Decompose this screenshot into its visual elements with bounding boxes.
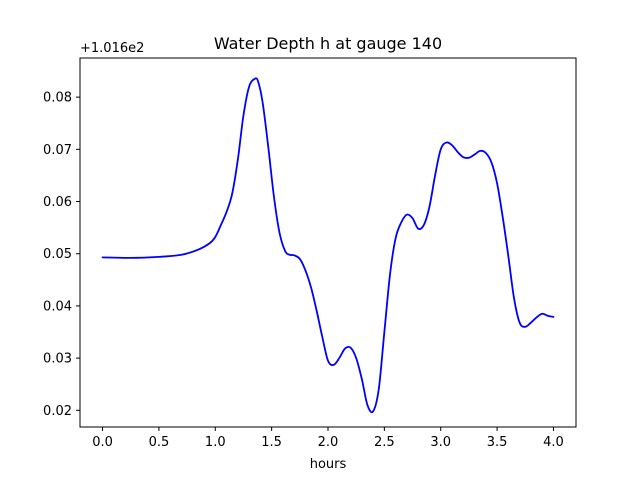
y-tick-label: 0.04 [43,299,72,314]
plot-frame [79,57,577,428]
x-tick-label: 1.5 [261,435,282,450]
y-tick-label: 0.03 [43,352,72,367]
series-line [101,77,555,414]
x-tick-label: 4.0 [543,435,564,450]
y-tick-label: 0.05 [43,247,72,262]
x-tick-label: 2.0 [318,435,339,450]
x-axis-label: hours [310,457,347,472]
x-tick-label: 3.0 [430,435,451,450]
y-tick-label: 0.06 [43,195,72,210]
y-offset-label: +1.016e2 [80,41,144,56]
x-tick-label: 0.5 [149,435,170,450]
y-axis-ticks: 0.02 0.03 0.04 0.05 0.06 0.07 0.08 [43,91,80,419]
chart-title: Water Depth h at gauge 140 [214,34,442,53]
y-tick-label: 0.02 [43,404,72,419]
x-tick-label: 1.0 [205,435,226,450]
y-tick-label: 0.08 [43,91,72,106]
x-tick-label: 3.5 [487,435,508,450]
x-axis-ticks: 0.0 0.5 1.0 1.5 2.0 2.5 3.0 3.5 4.0 [92,427,564,450]
x-tick-label: 0.0 [92,435,113,450]
x-tick-label: 2.5 [374,435,395,450]
plot-area [101,77,555,414]
y-tick-label: 0.07 [43,143,72,158]
